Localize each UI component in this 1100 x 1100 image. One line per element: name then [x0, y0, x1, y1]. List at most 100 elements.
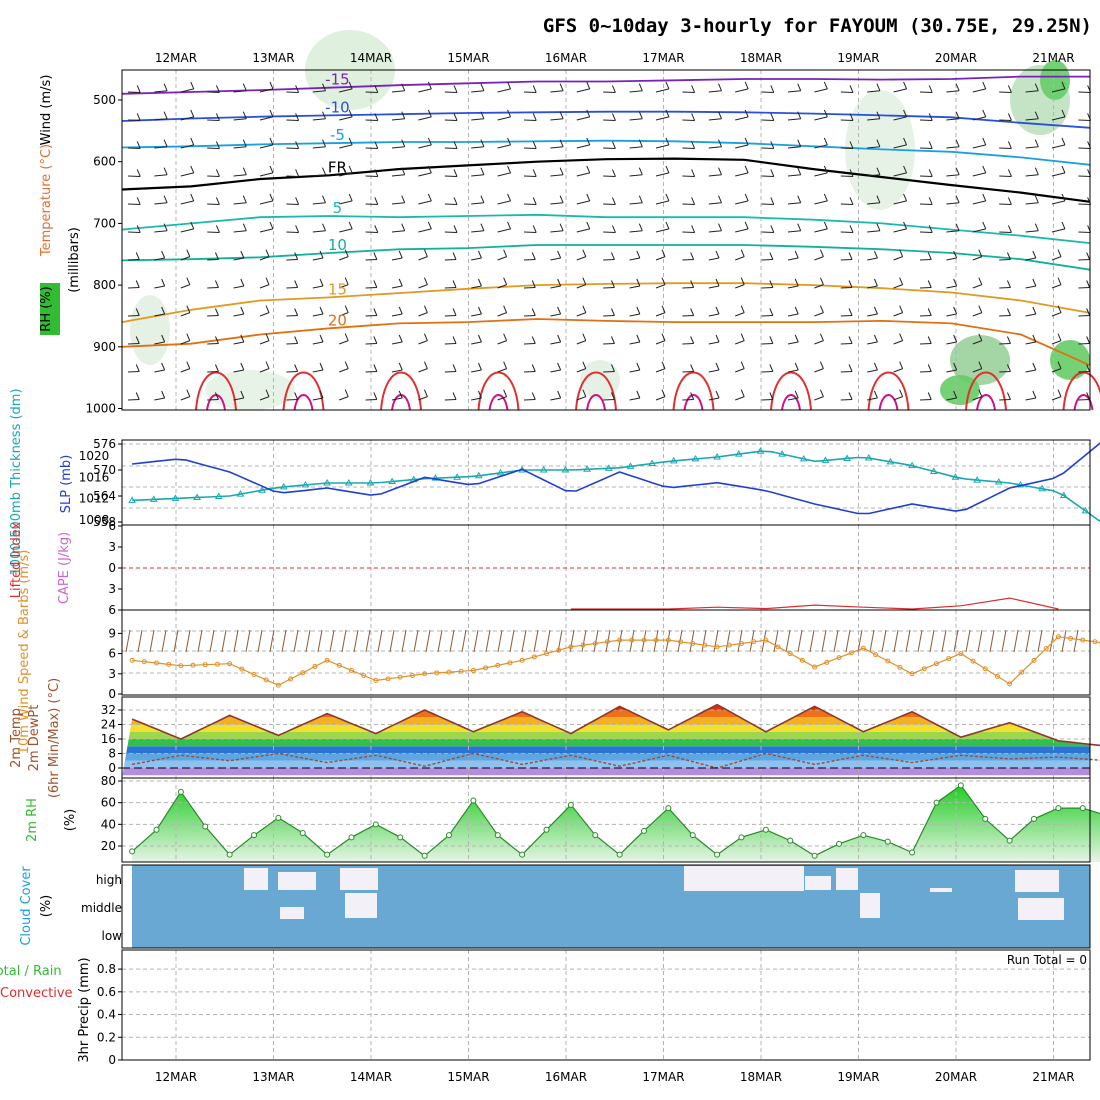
rh-point: [421, 852, 428, 859]
surface-wind-barb: [1037, 629, 1043, 653]
wind-barb-flag: [532, 113, 537, 121]
axis-tick-wind: 9: [108, 626, 116, 640]
wind-barb: [1078, 399, 1090, 401]
wind-barb: [629, 397, 640, 401]
rh-point: [519, 851, 526, 858]
wind-speed-point: [702, 642, 708, 648]
wind-barb: [867, 285, 878, 289]
surface-wind-barb: [857, 629, 863, 653]
thickness-marker: [236, 490, 245, 497]
wind-barb-flag: [955, 111, 960, 119]
wind-barb-flag: [611, 113, 616, 121]
wind-barb: [391, 230, 405, 233]
wind-barb-flag: [398, 334, 403, 343]
wind-speed-point: [763, 637, 769, 643]
wind-barb-flag: [1032, 250, 1037, 259]
wind-barb: [207, 371, 219, 373]
wind-barb: [154, 146, 168, 149]
wind-barb: [814, 284, 824, 289]
wind-barb-flag: [1007, 197, 1012, 205]
wind-barb: [127, 315, 140, 317]
rh-point: [543, 826, 550, 833]
wind-speed-point: [336, 662, 342, 668]
wind-barb-flag: [638, 167, 643, 175]
wind-barb-flag: [453, 85, 458, 93]
wind-barb-flag: [582, 361, 587, 369]
thickness-marker: [193, 493, 202, 500]
isotherm-5: [121, 213, 1091, 244]
wind-barb-flag: [215, 85, 220, 93]
wind-barb-flag: [1006, 280, 1011, 288]
wind-barb: [550, 174, 564, 177]
wind-barb: [787, 397, 799, 401]
surface-wind-barb: [401, 629, 407, 653]
rh-point: [762, 826, 769, 833]
wind-barb: [471, 369, 482, 373]
wind-barb: [814, 200, 828, 205]
wind-barb: [629, 369, 640, 373]
isotherm-25-loop: [965, 371, 1007, 411]
wind-barb: [735, 116, 749, 121]
wind-barb: [1051, 144, 1066, 149]
wind-barb-flag: [928, 197, 933, 205]
thickness-marker: [171, 494, 180, 501]
wind-barb-flag: [849, 141, 854, 149]
wind-barb-flag: [819, 389, 824, 397]
wind-barb-flag: [1086, 280, 1091, 288]
isotherm-30-loop: [1073, 394, 1094, 411]
date-label-top: 19MAR: [837, 51, 879, 65]
cloud-cell: [836, 868, 858, 890]
wind-barb-flag: [161, 334, 166, 343]
rh-point: [714, 851, 721, 858]
wind-barb: [867, 341, 878, 345]
surface-wind-barb: [629, 629, 635, 653]
wind-barb: [972, 368, 983, 373]
wind-barb-flag: [452, 252, 457, 260]
rh-point: [1006, 837, 1013, 844]
wind-barb: [418, 368, 428, 373]
wind-barb: [999, 343, 1011, 345]
wind-barb: [867, 174, 880, 177]
wind-barb: [312, 230, 326, 233]
axis-tick-slp: 1020: [79, 449, 110, 463]
wind-speed-point: [397, 674, 403, 680]
wind-barb-flag: [927, 308, 932, 316]
wind-speed-point: [531, 654, 537, 660]
wind-barb-flag: [661, 361, 666, 369]
surface-wind-barb: [461, 629, 467, 653]
precip-axis-label: 3hr Precip (mm): [77, 957, 92, 1062]
wind-barb: [154, 397, 165, 401]
wind-barb-flag: [322, 83, 326, 91]
wind-barb-flag: [531, 252, 536, 260]
thickness-marker: [864, 453, 873, 461]
axis-tick-lifted: 3: [108, 540, 116, 554]
wind-barb-flag: [1007, 113, 1012, 121]
wind-barb-flag: [322, 139, 326, 147]
rh-point: [299, 830, 306, 836]
surface-wind-barb: [485, 629, 491, 653]
wind-barb-flag: [294, 252, 299, 260]
wind-barb-flag: [1057, 361, 1062, 369]
temperature-band: [122, 760, 1090, 768]
cloud-cell: [244, 868, 268, 890]
temperature-band: [122, 746, 1090, 754]
wind-barb: [867, 118, 880, 121]
wind-barb-flag: [873, 334, 878, 343]
wind-barb-flag: [876, 195, 881, 203]
wind-barb-flag: [503, 389, 508, 397]
wind-barb-flag: [740, 389, 745, 397]
wind-barb-flag: [322, 111, 326, 119]
wind-barb-flag: [135, 308, 140, 316]
wind-barb-flag: [769, 252, 774, 260]
wind-barb-flag: [507, 81, 512, 90]
wind-barb-flag: [661, 389, 666, 397]
wind-barb: [655, 116, 670, 121]
wind-barb-flag: [770, 197, 775, 205]
wind-barb-flag: [319, 362, 324, 371]
wind-barb-flag: [344, 389, 349, 397]
wind-barb: [1051, 88, 1066, 93]
wind-barb-flag: [903, 81, 908, 90]
rh-area: [132, 785, 1100, 862]
wind-barb-flag: [427, 221, 432, 230]
wind-barb-flag: [269, 193, 274, 202]
